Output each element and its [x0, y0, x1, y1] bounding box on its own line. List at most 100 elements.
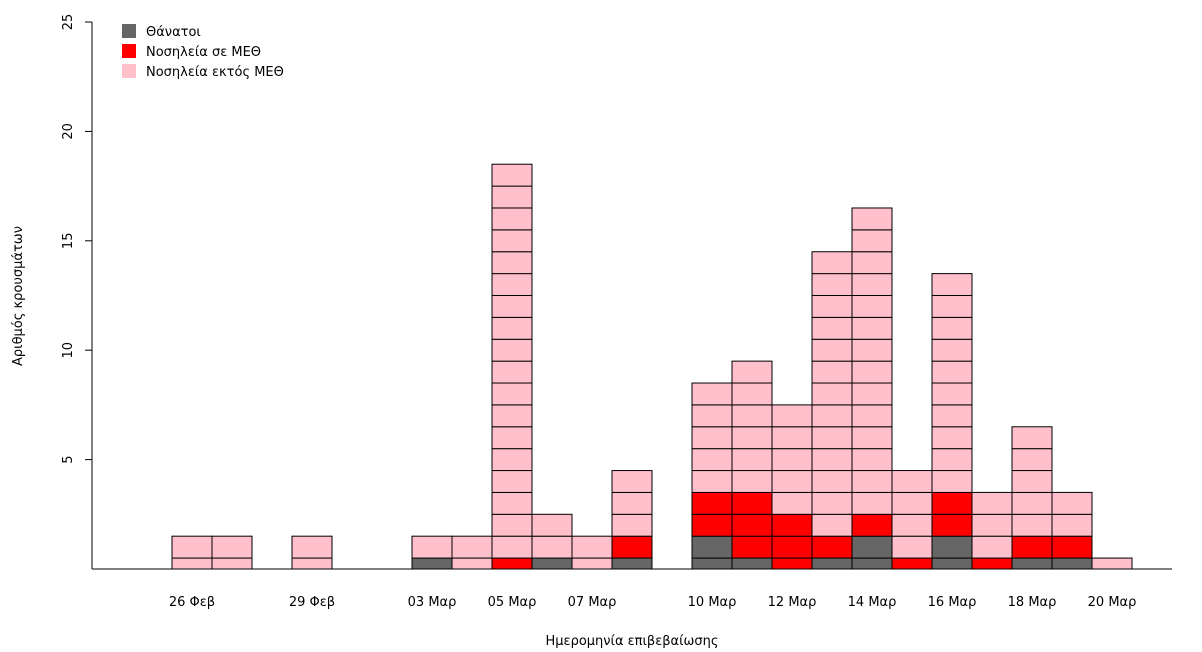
case-box [931, 316, 973, 340]
case-box [931, 338, 973, 362]
case-box [811, 557, 853, 570]
case-box [891, 491, 933, 515]
case-box [931, 426, 973, 450]
case-box [691, 448, 733, 472]
y-tick-label: 20 [61, 123, 76, 140]
case-box [491, 426, 533, 450]
case-box [891, 470, 933, 493]
case-box [611, 557, 653, 570]
y-tick-label: 15 [61, 233, 76, 250]
case-box [411, 535, 453, 559]
case-box [691, 426, 733, 450]
case-box [811, 251, 853, 275]
case-box [1011, 426, 1053, 450]
case-box [731, 470, 773, 493]
x-tick-label: 14 Μαρ [848, 595, 897, 610]
case-box [891, 557, 933, 570]
case-box [171, 535, 213, 559]
case-box [691, 404, 733, 428]
case-box [851, 316, 893, 340]
case-box [851, 360, 893, 384]
case-box [451, 535, 493, 559]
case-box [211, 535, 253, 559]
case-box [931, 491, 973, 515]
case-box [731, 491, 773, 515]
case-box [491, 470, 533, 493]
case-box [851, 338, 893, 362]
x-tick-label: 07 Μαρ [568, 595, 617, 610]
case-box [491, 185, 533, 209]
case-box [731, 535, 773, 559]
case-box [771, 448, 813, 472]
case-box [1091, 557, 1133, 570]
case-box [611, 535, 653, 559]
case-box [931, 557, 973, 570]
case-box [491, 229, 533, 253]
case-box [691, 557, 733, 570]
case-box [1011, 513, 1053, 537]
case-box [931, 535, 973, 559]
case-box [931, 273, 973, 296]
case-box [1051, 535, 1093, 559]
x-axis-title: Ημερομηνία επιβεβαίωσης [546, 634, 719, 649]
case-box [1011, 535, 1053, 559]
case-box [531, 535, 573, 559]
case-box [731, 426, 773, 450]
case-box [211, 557, 253, 570]
case-box [1051, 557, 1093, 570]
case-box [491, 338, 533, 362]
case-box [931, 513, 973, 537]
case-box [491, 535, 533, 559]
case-box [491, 448, 533, 472]
case-box [571, 535, 613, 559]
case-box [891, 535, 933, 559]
case-box [731, 557, 773, 570]
legend-swatch [122, 44, 136, 58]
case-box [291, 557, 333, 570]
case-box [1011, 470, 1053, 493]
case-box [491, 295, 533, 318]
case-box [851, 404, 893, 428]
case-box [531, 557, 573, 570]
case-box [811, 382, 853, 406]
y-tick-label: 5 [61, 455, 76, 463]
case-box [851, 470, 893, 493]
case-box [851, 557, 893, 570]
y-tick-label: 25 [61, 14, 76, 31]
legend-label: Νοσηλεία εκτός ΜΕΘ [146, 65, 284, 80]
x-tick-label: 05 Μαρ [488, 595, 537, 610]
case-box [851, 207, 893, 231]
case-box [491, 163, 533, 187]
y-tick-label: 10 [61, 342, 76, 359]
case-box [491, 557, 533, 570]
case-box [491, 382, 533, 406]
case-box [811, 273, 853, 296]
case-box [771, 470, 813, 493]
case-box [491, 491, 533, 515]
case-box [771, 557, 813, 570]
case-box [771, 491, 813, 515]
legend-swatch [122, 64, 136, 78]
x-tick-label: 10 Μαρ [688, 595, 737, 610]
case-box [811, 338, 853, 362]
case-box [491, 251, 533, 275]
case-box [171, 557, 213, 570]
legend-label: Θάνατοι [146, 25, 201, 40]
case-box [811, 404, 853, 428]
case-box [1011, 448, 1053, 472]
case-box [851, 251, 893, 275]
case-box [1051, 491, 1093, 515]
case-box [731, 382, 773, 406]
case-box [611, 513, 653, 537]
case-box [851, 382, 893, 406]
x-tick-label: 18 Μαρ [1008, 595, 1057, 610]
case-box [1011, 557, 1053, 570]
case-box [851, 229, 893, 253]
case-box [491, 273, 533, 296]
x-tick-label: 29 Φεβ [289, 595, 335, 610]
case-box [771, 426, 813, 450]
case-box [731, 360, 773, 384]
case-box [971, 535, 1013, 559]
case-box [691, 491, 733, 515]
